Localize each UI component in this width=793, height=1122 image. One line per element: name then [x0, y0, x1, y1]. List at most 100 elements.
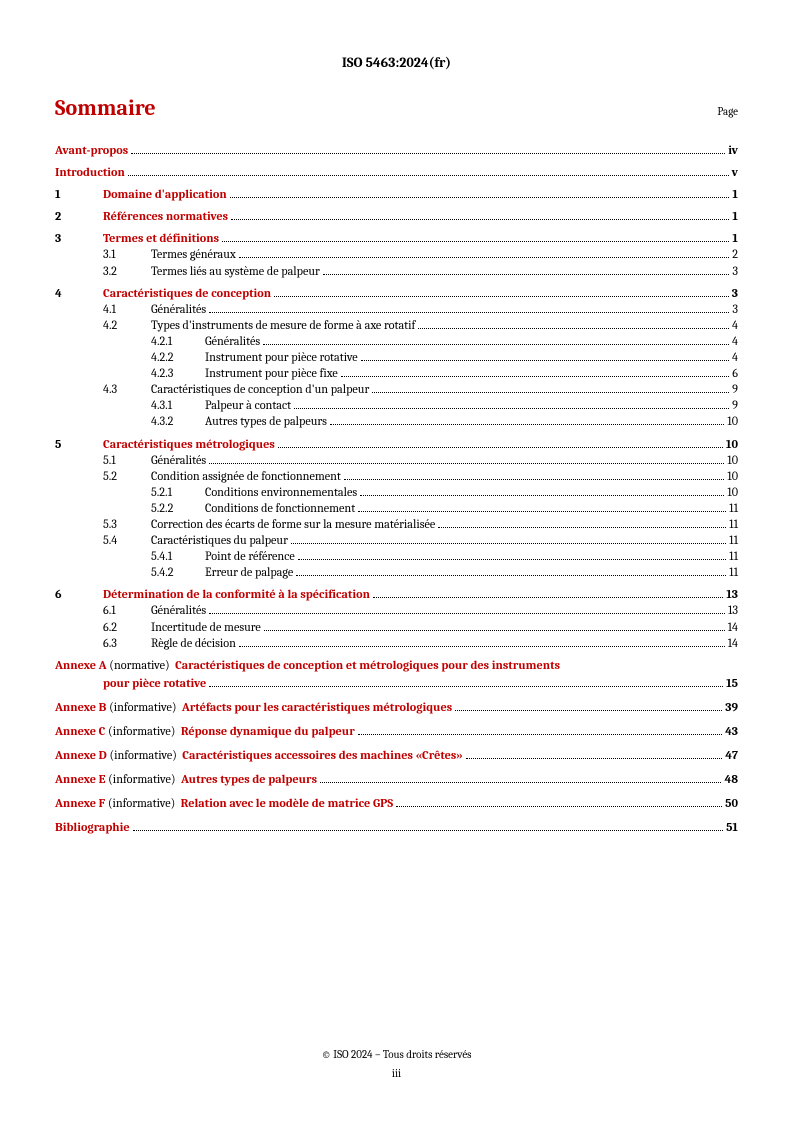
toc-entry-annex-f[interactable]: Annexe F (informative) Relation avec le … — [55, 796, 738, 812]
toc-label: Généralités — [151, 453, 206, 469]
leader — [396, 806, 722, 807]
toc-entry-annex-d[interactable]: Annexe D (informative) Caractéristiques … — [55, 748, 738, 764]
toc-num: 5.4.1 — [151, 549, 205, 565]
toc-entry-5[interactable]: 5 Caractéristiques métrologiques 10 — [55, 437, 738, 453]
toc-page: 1 — [732, 231, 738, 247]
toc-entry-4-3[interactable]: 4.3 Caractéristiques de conception d'un … — [55, 382, 738, 398]
toc-label: Instrument pour pièce fixe — [205, 366, 338, 382]
toc-entry-1[interactable]: 1 Domaine d'application 1 — [55, 187, 738, 203]
toc-page: 11 — [729, 549, 738, 565]
toc-page: 13 — [726, 587, 738, 603]
toc-label: Conditions de fonctionnement — [205, 501, 355, 517]
toc-page: 10 — [727, 485, 738, 501]
toc-page: 11 — [729, 533, 738, 549]
toc-page: 10 — [727, 414, 738, 430]
toc-entry-3-1[interactable]: 3.1 Termes généraux 2 — [55, 247, 738, 263]
toc-page: v — [732, 165, 738, 181]
toc-page: 9 — [732, 398, 738, 414]
leader — [418, 328, 729, 329]
toc-label: Caractéristiques métrologiques — [103, 437, 275, 453]
annex-prefix: Annexe D — [55, 748, 107, 764]
toc-num: 4.2.1 — [151, 334, 205, 350]
toc-entry-annex-a[interactable]: Annexe A (normative) Caractéristiques de… — [55, 658, 738, 674]
toc-entry-5-2-1[interactable]: 5.2.1 Conditions environnementales 10 — [55, 485, 738, 501]
annex-prefix: Annexe A — [55, 658, 107, 674]
toc-entry-5-1[interactable]: 5.1 Généralités 10 — [55, 453, 738, 469]
toc-entry-avant-propos[interactable]: Avant-propos iv — [55, 143, 738, 159]
toc-num: 4.2.2 — [151, 350, 205, 366]
toc-entry-4-2[interactable]: 4.2 Types d'instruments de mesure de for… — [55, 318, 738, 334]
toc-entry-6-1[interactable]: 6.1 Généralités 13 — [55, 603, 738, 619]
toc-label: Caractéristiques de conception — [103, 286, 271, 302]
toc-page: 11 — [729, 565, 738, 581]
toc-page: 4 — [732, 318, 738, 334]
toc-page: 6 — [732, 366, 738, 382]
toc-num: 5.1 — [103, 453, 151, 469]
leader — [361, 360, 729, 361]
toc-entry-4-3-1[interactable]: 4.3.1 Palpeur à contact 9 — [55, 398, 738, 414]
annex-title: Caractéristiques de conception et métrol… — [175, 658, 560, 674]
leader — [222, 241, 729, 242]
toc-num: 2 — [55, 209, 103, 225]
toc-label: Point de référence — [205, 549, 295, 565]
toc-entry-6-2[interactable]: 6.2 Incertitude de mesure 14 — [55, 620, 738, 636]
toc-entry-6[interactable]: 6 Détermination de la conformité à la sp… — [55, 587, 738, 603]
toc-entry-annex-b[interactable]: Annexe B (informative) Artéfacts pour le… — [55, 700, 738, 716]
toc-entry-4-2-1[interactable]: 4.2.1 Généralités 4 — [55, 334, 738, 350]
toc-label: Généralités — [151, 603, 206, 619]
toc-label: Domaine d'application — [103, 187, 227, 203]
toc-num: 6 — [55, 587, 103, 603]
leader — [274, 296, 729, 297]
toc-entry-annex-a-cont[interactable]: pour pièce rotative 15 — [55, 676, 738, 692]
toc-entry-5-4-1[interactable]: 5.4.1 Point de référence 11 — [55, 549, 738, 565]
toc-page: 1 — [732, 187, 738, 203]
leader — [209, 686, 723, 687]
leader — [291, 543, 726, 544]
toc-num: 5.2.2 — [151, 501, 205, 517]
toc-page: 15 — [726, 676, 738, 692]
toc-page: 14 — [728, 620, 738, 636]
leader — [278, 447, 723, 448]
toc-entry-annex-c[interactable]: Annexe C (informative) Réponse dynamique… — [55, 724, 738, 740]
toc-entry-5-2-2[interactable]: 5.2.2 Conditions de fonctionnement 11 — [55, 501, 738, 517]
leader — [209, 463, 724, 464]
toc-entry-5-3[interactable]: 5.3 Correction des écarts de forme sur l… — [55, 517, 738, 533]
page-column-label: Page — [717, 105, 738, 118]
leader — [372, 392, 729, 393]
leader — [133, 830, 723, 831]
toc-entry-introduction[interactable]: Introduction v — [55, 165, 738, 181]
annex-title: Caractéristiques accessoires des machine… — [182, 748, 463, 764]
leader — [455, 710, 722, 711]
toc-entry-4-3-2[interactable]: 4.3.2 Autres types de palpeurs 10 — [55, 414, 738, 430]
toc-label: Termes et définitions — [103, 231, 219, 247]
toc-entry-annex-e[interactable]: Annexe E (informative) Autres types de p… — [55, 772, 738, 788]
toc-num: 5.2 — [103, 469, 151, 485]
toc-page: 47 — [725, 748, 738, 764]
toc-entry-5-4[interactable]: 5.4 Caractéristiques du palpeur 11 — [55, 533, 738, 549]
toc-entry-4-1[interactable]: 4.1 Généralités 3 — [55, 302, 738, 318]
toc-num: 4.3 — [103, 382, 151, 398]
toc-entry-3[interactable]: 3 Termes et définitions 1 — [55, 231, 738, 247]
toc-entry-4[interactable]: 4 Caractéristiques de conception 3 — [55, 286, 738, 302]
toc-num: 6.1 — [103, 603, 151, 619]
annex-type: (normative) — [109, 658, 169, 674]
leader — [209, 312, 729, 313]
page-number: iii — [0, 1067, 793, 1080]
toc-label: Caractéristiques de conception d'un palp… — [151, 382, 369, 398]
toc-entry-bibliographie[interactable]: Bibliographie 51 — [55, 820, 738, 836]
toc-label: Caractéristiques du palpeur — [151, 533, 288, 549]
toc-entry-3-2[interactable]: 3.2 Termes liés au système de palpeur 3 — [55, 264, 738, 280]
toc-label: Erreur de palpage — [205, 565, 293, 581]
toc-entry-4-2-3[interactable]: 4.2.3 Instrument pour pièce fixe 6 — [55, 366, 738, 382]
toc-label: Palpeur à contact — [205, 398, 291, 414]
toc-num: 4.3.1 — [151, 398, 205, 414]
toc-page: 4 — [732, 350, 738, 366]
toc-entry-5-2[interactable]: 5.2 Condition assignée de fonctionnement… — [55, 469, 738, 485]
toc-label: Bibliographie — [55, 820, 130, 836]
toc-num: 1 — [55, 187, 103, 203]
annex-title: Relation avec le modèle de matrice GPS — [181, 796, 393, 812]
toc-entry-6-3[interactable]: 6.3 Règle de décision 14 — [55, 636, 738, 652]
toc-entry-5-4-2[interactable]: 5.4.2 Erreur de palpage 11 — [55, 565, 738, 581]
toc-entry-4-2-2[interactable]: 4.2.2 Instrument pour pièce rotative 4 — [55, 350, 738, 366]
toc-entry-2[interactable]: 2 Références normatives 1 — [55, 209, 738, 225]
